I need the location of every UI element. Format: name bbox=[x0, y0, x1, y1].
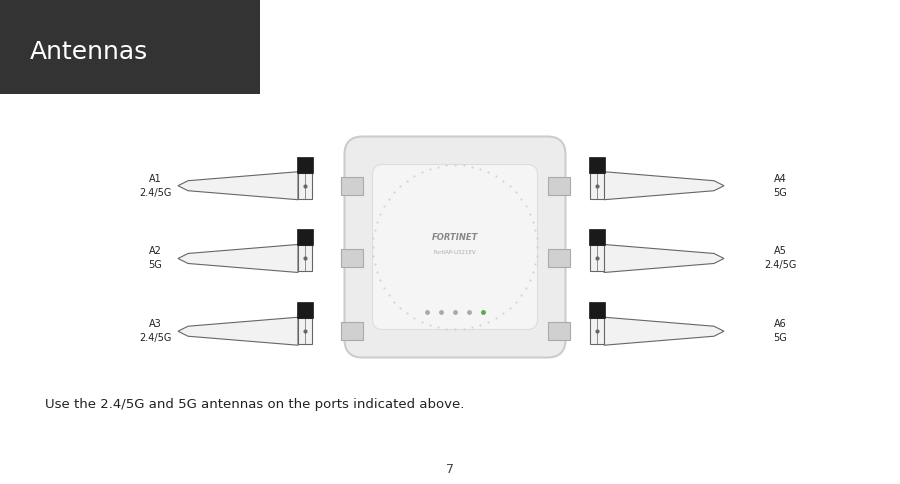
Text: 7: 7 bbox=[446, 463, 454, 475]
Polygon shape bbox=[604, 172, 724, 200]
Polygon shape bbox=[604, 245, 724, 273]
Text: A1: A1 bbox=[148, 173, 161, 183]
Text: A6: A6 bbox=[774, 318, 787, 329]
Bar bbox=[547, 322, 570, 341]
Bar bbox=[589, 230, 605, 246]
Text: 2.4/5G: 2.4/5G bbox=[764, 260, 796, 270]
Bar bbox=[547, 177, 570, 196]
Bar bbox=[589, 157, 605, 173]
Text: 5G: 5G bbox=[773, 333, 787, 343]
Bar bbox=[297, 302, 313, 318]
Text: FortiAP-U321EV: FortiAP-U321EV bbox=[434, 250, 476, 255]
Polygon shape bbox=[178, 172, 298, 200]
Text: A4: A4 bbox=[774, 173, 787, 183]
Text: FORTINET: FORTINET bbox=[432, 233, 478, 242]
Bar bbox=[0, 0, 260, 95]
Text: 5G: 5G bbox=[148, 260, 162, 270]
Bar bbox=[547, 250, 570, 268]
Polygon shape bbox=[178, 245, 298, 273]
Text: Antennas: Antennas bbox=[30, 40, 148, 64]
Text: A2: A2 bbox=[148, 246, 161, 256]
Text: 2.4/5G: 2.4/5G bbox=[139, 187, 171, 197]
Bar bbox=[340, 322, 363, 341]
Bar bbox=[340, 177, 363, 196]
Text: 2.4/5G: 2.4/5G bbox=[139, 333, 171, 343]
Bar bbox=[590, 173, 604, 199]
Bar bbox=[589, 302, 605, 318]
Bar bbox=[340, 250, 363, 268]
Bar bbox=[590, 318, 604, 345]
FancyBboxPatch shape bbox=[345, 137, 565, 358]
Text: A5: A5 bbox=[774, 246, 787, 256]
Polygon shape bbox=[178, 318, 298, 346]
Bar bbox=[297, 157, 313, 173]
Text: A3: A3 bbox=[148, 318, 161, 329]
FancyBboxPatch shape bbox=[373, 165, 537, 330]
Bar bbox=[298, 318, 312, 345]
Text: Use the 2.4/5G and 5G antennas on the ports indicated above.: Use the 2.4/5G and 5G antennas on the po… bbox=[45, 398, 464, 410]
Bar bbox=[590, 246, 604, 272]
Polygon shape bbox=[604, 318, 724, 346]
Text: 5G: 5G bbox=[773, 187, 787, 197]
Bar bbox=[297, 230, 313, 246]
Bar bbox=[298, 173, 312, 199]
Bar bbox=[298, 246, 312, 272]
